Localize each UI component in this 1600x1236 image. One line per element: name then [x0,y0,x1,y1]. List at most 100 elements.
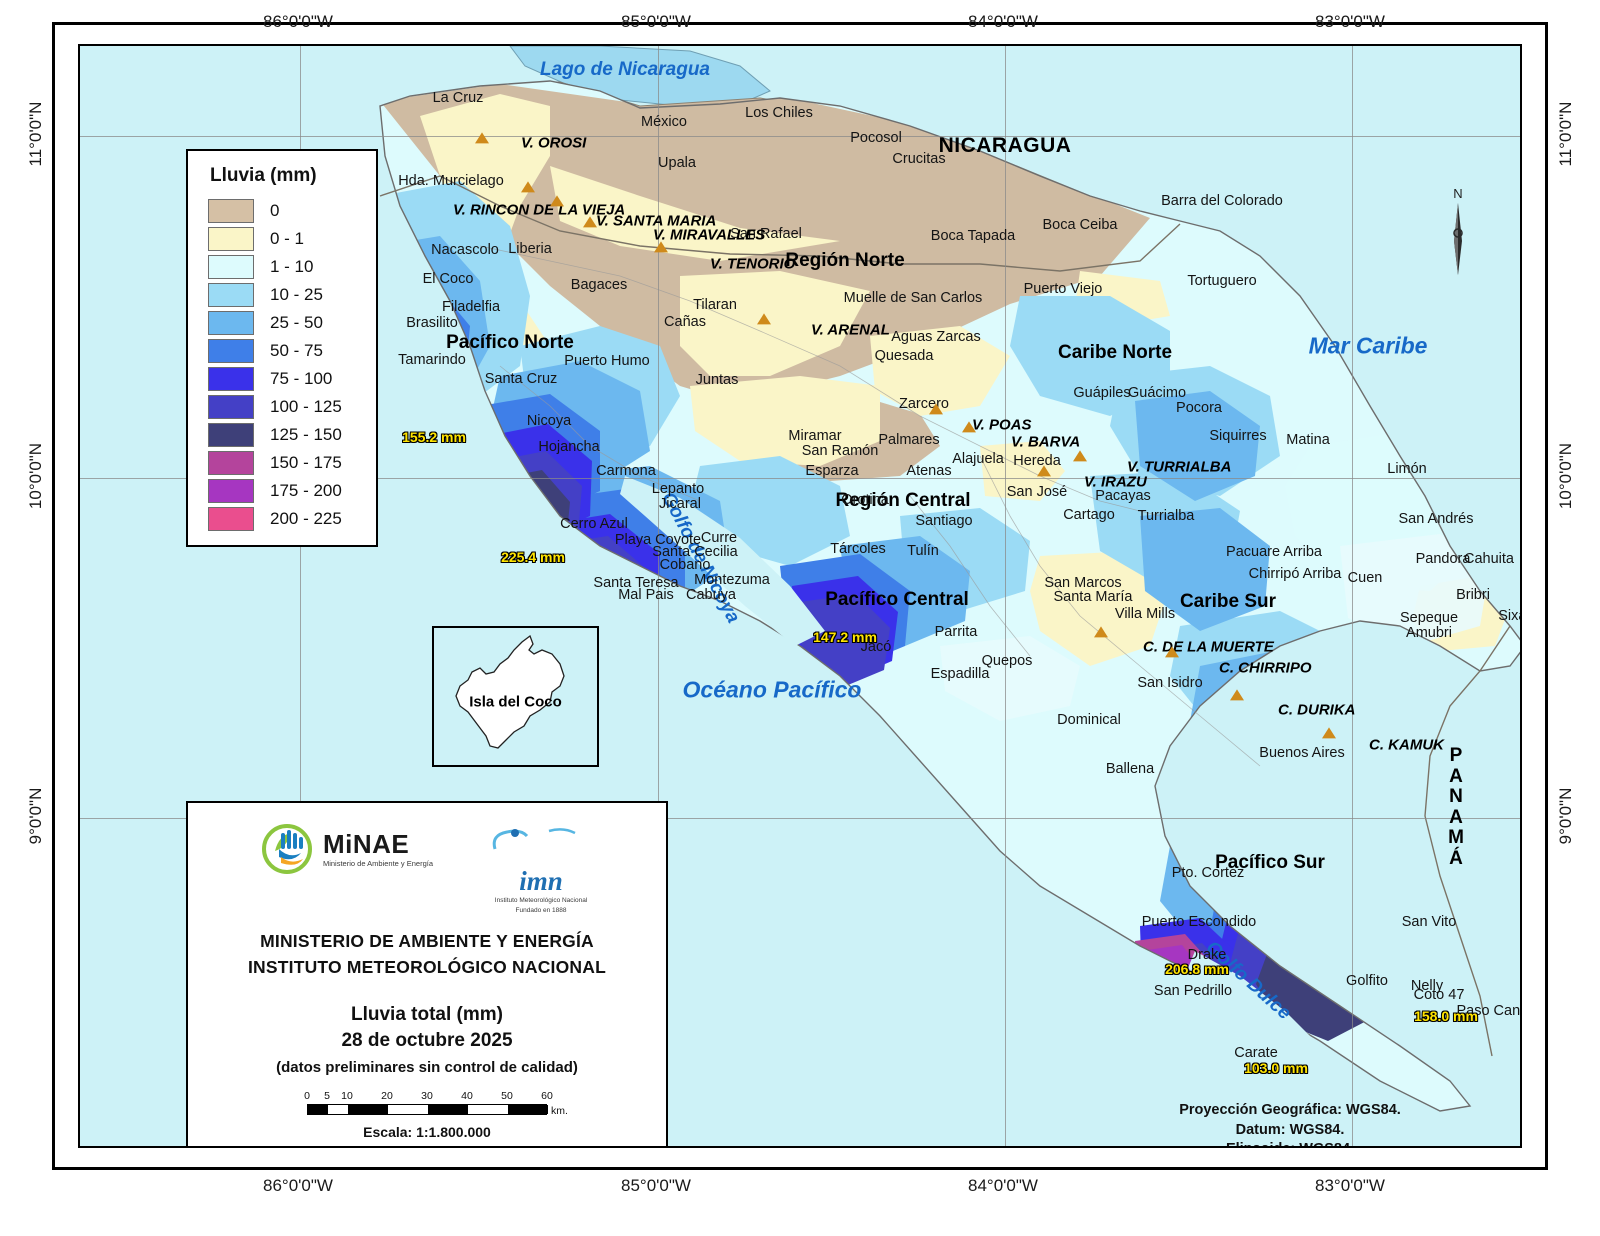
legend-label: 25 - 50 [270,313,323,333]
legend-row: 125 - 150 [196,421,368,449]
longitude-tick-label: 85°0'0"W [621,1176,691,1196]
imn-name: imn [487,868,595,895]
legend-swatch [208,339,254,363]
projection-note: Proyección Geográfica: WGS84. Datum: WGS… [1095,1101,1485,1148]
legend-label: 10 - 25 [270,285,323,305]
panama-letter: M [1445,828,1467,849]
legend-swatch [208,479,254,503]
legend-swatch [208,423,254,447]
longitude-tick-label: 85°0'0"W [621,12,691,32]
scale-tick-label: 40 [461,1090,473,1102]
volcano-marker-icon [1094,626,1108,637]
volcano-marker-icon [1073,450,1087,461]
scale-tick-label: 0 [304,1090,310,1102]
imn-subtitle-1: Instituto Meteorológico Nacional [487,897,595,905]
scale-tick-label: 20 [381,1090,393,1102]
minae-name: MiNAE [323,831,433,857]
legend-swatch [208,311,254,335]
volcano-marker-icon [1230,689,1244,700]
isla-del-coco-label: Isla del Coco [469,693,562,710]
latitude-tick-label: 10°0'0"N [1556,443,1576,509]
graticule-line-vertical [1352,46,1353,1146]
longitude-tick-label: 84°0'0"W [968,1176,1038,1196]
north-arrow-glyph [1438,201,1478,275]
legend-label: 75 - 100 [270,369,332,389]
organization-line-1: MINISTERIO DE AMBIENTE Y ENERGÍA [198,929,656,954]
scale-bar-graphic: km. [307,1104,547,1115]
longitude-tick-label: 83°0'0"W [1315,1176,1385,1196]
scale-tick-label: 30 [421,1090,433,1102]
legend-label: 50 - 75 [270,341,323,361]
legend-row: 150 - 175 [196,449,368,477]
minae-logo: MiNAE Ministerio de Ambiente y Energía [259,823,433,875]
longitude-tick-label: 86°0'0"W [263,12,333,32]
projection-line-2: Datum: WGS84. [1095,1121,1485,1141]
scale-bar: 05102030405060 km. Escala: 1:1.800.000 [198,1090,656,1140]
volcano-marker-icon [1165,646,1179,657]
preliminary-note: (datos preliminares sin control de calid… [198,1059,656,1076]
imn-mark-icon [487,823,595,863]
longitude-tick-label: 83°0'0"W [1315,12,1385,32]
map-canvas[interactable]: CR Lago de NicaraguaMar CaribeOcéano Pac… [78,44,1522,1148]
volcano-marker-icon [654,241,668,252]
volcano-marker-icon [475,132,489,143]
legend-row: 175 - 200 [196,477,368,505]
imn-subtitle-2: Fundado en 1888 [487,907,595,915]
projection-line-3: Elipsoide: WGS84. [1095,1140,1485,1148]
minae-text: MiNAE Ministerio de Ambiente y Energía [323,831,433,868]
legend-row: 75 - 100 [196,365,368,393]
longitude-tick-label: 86°0'0"W [263,1176,333,1196]
legend-label: 175 - 200 [270,481,342,501]
legend-row: 100 - 125 [196,393,368,421]
legend-panel: Lluvia (mm) 00 - 11 - 1010 - 2525 - 5050… [186,149,378,547]
latitude-tick-label: 10°0'0"N [26,443,46,509]
legend-label: 0 - 1 [270,229,304,249]
graticule-line-vertical [1005,46,1006,1146]
latitude-tick-label: 9°0'0"N [26,788,46,845]
legend-swatch [208,451,254,475]
panama-letter: N [1445,787,1467,808]
scale-bar-unit: km. [551,1105,568,1117]
legend-row: 0 [196,197,368,225]
panama-letter: P [1445,746,1467,767]
volcano-marker-icon [583,216,597,227]
legend-label: 100 - 125 [270,397,342,417]
longitude-tick-label: 84°0'0"W [968,12,1038,32]
legend-swatch [208,283,254,307]
projection-line-1: Proyección Geográfica: WGS84. [1095,1101,1485,1121]
map-info-panel: MiNAE Ministerio de Ambiente y Energía i… [186,801,668,1148]
isla-del-coco-inset[interactable]: Isla del Coco [432,626,599,767]
latitude-tick-label: 11°0'0"N [1556,102,1576,167]
legend-row: 0 - 1 [196,225,368,253]
legend-label: 1 - 10 [270,257,313,277]
legend-swatch [208,227,254,251]
map-title-line-1: Lluvia total (mm) [198,1002,656,1028]
legend-swatch [208,199,254,223]
panama-letter: A [1445,767,1467,788]
volcano-marker-icon [550,195,564,206]
volcano-marker-icon [757,313,771,324]
legend-row: 25 - 50 [196,309,368,337]
legend-swatch [208,395,254,419]
scale-tick-label: 60 [541,1090,553,1102]
scale-tick-label: 5 [324,1090,330,1102]
logo-row: MiNAE Ministerio de Ambiente y Energía i… [198,823,656,915]
scale-tick-label: 10 [341,1090,353,1102]
scale-bar-ticks: 05102030405060 [307,1090,547,1103]
volcano-marker-icon [962,421,976,432]
country-label-panama: PANAMÁ [1445,746,1467,869]
legend-label: 125 - 150 [270,425,342,445]
volcano-marker-icon [1037,465,1051,476]
legend-swatch [208,255,254,279]
organization-line-2: INSTITUTO METEOROLÓGICO NACIONAL [198,955,656,980]
imn-logo: imn Instituto Meteorológico Nacional Fun… [487,823,595,915]
legend-row: 200 - 225 [196,505,368,533]
legend-row: 50 - 75 [196,337,368,365]
legend-swatch [208,367,254,391]
scale-text: Escala: 1:1.800.000 [198,1124,656,1140]
graticule-line-horizontal [80,136,1520,137]
latitude-tick-label: 9°0'0"N [1556,788,1576,845]
panama-letter: Á [1445,849,1467,870]
legend-swatch [208,507,254,531]
north-arrow-label: N [1438,186,1478,201]
